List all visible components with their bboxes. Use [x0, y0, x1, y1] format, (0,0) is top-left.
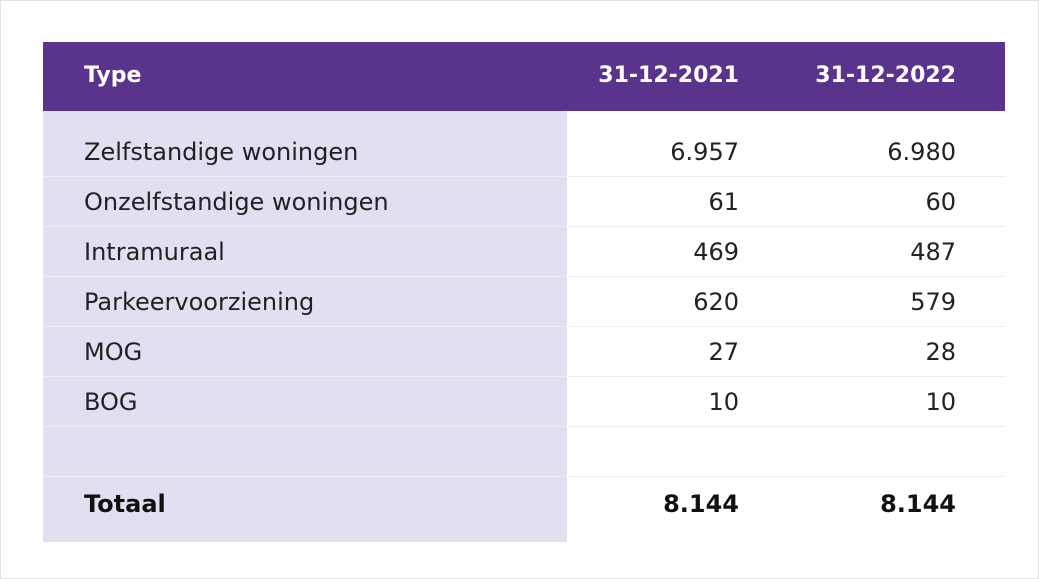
table-row: MOG 27 28 [43, 327, 1005, 377]
row-value-2021: 469 [693, 238, 739, 266]
row-value-2022: 579 [910, 288, 956, 316]
row-divider [43, 426, 1005, 427]
header-2021: 31-12-2021 [598, 63, 739, 88]
table-body: Zelfstandige woningen 6.957 6.980 Onzelf… [43, 111, 1005, 542]
table-row: Zelfstandige woningen 6.957 6.980 [43, 127, 1005, 177]
row-divider [43, 226, 1005, 227]
header-type: Type [84, 63, 142, 88]
row-value-2021: 6.957 [670, 138, 739, 166]
total-value-2022: 8.144 [880, 490, 956, 518]
housing-stock-table: Type 31-12-2021 31-12-2022 Zelfstandige … [43, 42, 1005, 542]
row-value-2022: 28 [925, 338, 956, 366]
row-label: Parkeervoorziening [84, 288, 315, 316]
row-divider [43, 176, 1005, 177]
row-label: Zelfstandige woningen [84, 138, 359, 166]
row-value-2022: 10 [925, 388, 956, 416]
row-divider [43, 476, 1005, 477]
row-label: Intramuraal [84, 238, 225, 266]
header-2022: 31-12-2022 [815, 63, 956, 88]
table-row: Parkeervoorziening 620 579 [43, 277, 1005, 327]
row-value-2021: 10 [708, 388, 739, 416]
empty-row [43, 427, 1005, 477]
table-header: Type 31-12-2021 31-12-2022 [43, 42, 1005, 111]
row-divider [43, 276, 1005, 277]
table-row: BOG 10 10 [43, 377, 1005, 427]
row-divider [43, 326, 1005, 327]
row-label: BOG [84, 388, 138, 416]
table-row: Onzelfstandige woningen 61 60 [43, 177, 1005, 227]
table-row: Intramuraal 469 487 [43, 227, 1005, 277]
row-value-2021: 61 [708, 188, 739, 216]
row-value-2021: 620 [693, 288, 739, 316]
row-value-2022: 487 [910, 238, 956, 266]
total-row: Totaal 8.144 8.144 [43, 477, 1005, 542]
total-label: Totaal [84, 490, 166, 518]
row-value-2022: 60 [925, 188, 956, 216]
row-label: Onzelfstandige woningen [84, 188, 389, 216]
row-divider [43, 376, 1005, 377]
total-value-2021: 8.144 [663, 490, 739, 518]
row-value-2021: 27 [708, 338, 739, 366]
row-label: MOG [84, 338, 143, 366]
row-value-2022: 6.980 [887, 138, 956, 166]
